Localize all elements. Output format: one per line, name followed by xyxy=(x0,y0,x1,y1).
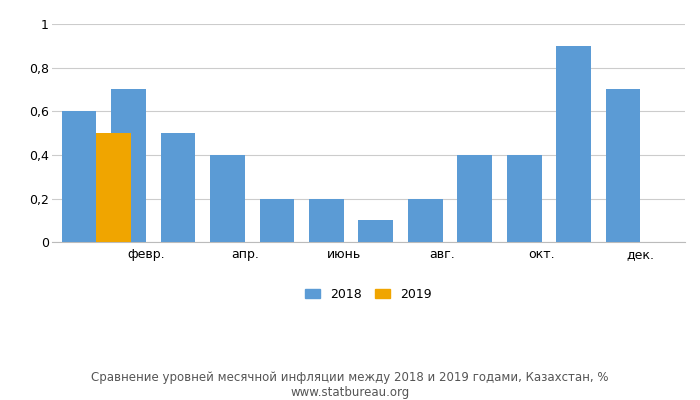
Bar xyxy=(507,155,542,242)
Bar xyxy=(260,199,294,242)
Bar xyxy=(97,133,131,242)
Bar xyxy=(309,199,344,242)
Bar xyxy=(606,90,640,242)
Bar xyxy=(62,111,97,242)
Text: www.statbureau.org: www.statbureau.org xyxy=(290,386,410,399)
Legend: 2018, 2019: 2018, 2019 xyxy=(305,288,431,301)
Bar xyxy=(457,155,492,242)
Bar xyxy=(358,220,393,242)
Text: Сравнение уровней месячной инфляции между 2018 и 2019 годами, Казахстан, %: Сравнение уровней месячной инфляции межд… xyxy=(91,372,609,384)
Bar xyxy=(408,199,442,242)
Bar xyxy=(160,133,195,242)
Bar xyxy=(111,90,146,242)
Bar xyxy=(210,155,245,242)
Bar xyxy=(556,46,591,242)
